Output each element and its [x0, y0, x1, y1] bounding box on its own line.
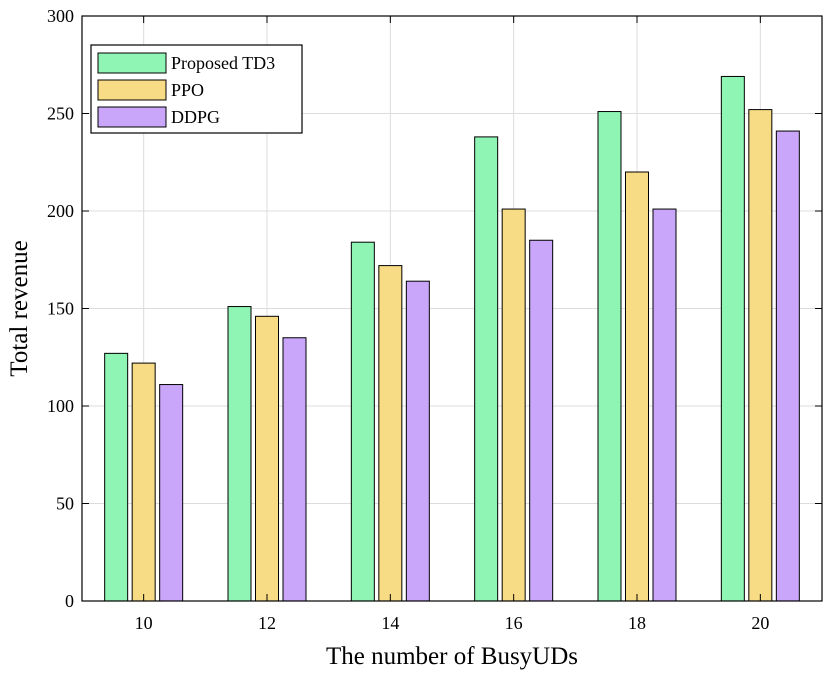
legend: Proposed TD3 PPO DDPG — [90, 44, 303, 134]
bar-proposed-td3-18 — [597, 111, 622, 602]
y-tick-label: 50 — [56, 494, 74, 514]
legend-swatch — [97, 79, 167, 101]
y-tick-label: 300 — [47, 6, 74, 26]
bar-ppo-14 — [378, 265, 403, 602]
bar-ppo-20 — [748, 109, 773, 602]
legend-swatch — [97, 52, 167, 74]
y-axis-label: Total revenue — [6, 240, 33, 376]
y-tick-label: 100 — [47, 396, 74, 416]
x-tick-label: 12 — [258, 613, 276, 633]
bar-proposed-td3-12 — [227, 306, 252, 602]
bar-ddpg-14 — [405, 280, 430, 602]
bar-ddpg-10 — [159, 384, 184, 602]
tick-labels: 0 50 100 150 200 250 300 10 12 14 16 18 20 — [47, 6, 769, 633]
y-tick-label: 200 — [47, 201, 74, 221]
x-axis-label: The number of BusyUDs — [326, 643, 578, 670]
bar-proposed-td3-20 — [720, 75, 745, 602]
bar-ppo-12 — [255, 315, 279, 602]
bar-ddpg-16 — [529, 239, 554, 602]
y-tick-label: 150 — [47, 299, 74, 319]
bar-ddpg-20 — [775, 130, 800, 602]
bar-ddpg-18 — [652, 208, 677, 602]
y-tick-label: 250 — [47, 104, 74, 124]
y-tick-label: 0 — [65, 591, 74, 611]
bar-ppo-18 — [625, 171, 649, 602]
x-tick-label: 16 — [505, 613, 523, 633]
x-tick-label: 20 — [751, 613, 769, 633]
bar-proposed-td3-10 — [104, 352, 129, 602]
bar-ppo-16 — [501, 208, 526, 602]
bar-proposed-td3-16 — [474, 136, 499, 602]
legend-label: DDPG — [171, 107, 220, 127]
bar-ppo-10 — [131, 362, 156, 602]
bar-proposed-td3-14 — [350, 241, 375, 602]
axis-ticks — [82, 15, 822, 602]
x-tick-label: 18 — [628, 613, 646, 633]
legend-swatch — [97, 106, 167, 128]
bar-ddpg-12 — [282, 337, 307, 602]
x-tick-label: 10 — [135, 613, 153, 633]
legend-label: Proposed TD3 — [171, 53, 275, 73]
legend-label: PPO — [171, 80, 204, 100]
bars — [104, 75, 800, 602]
x-tick-label: 14 — [381, 613, 399, 633]
